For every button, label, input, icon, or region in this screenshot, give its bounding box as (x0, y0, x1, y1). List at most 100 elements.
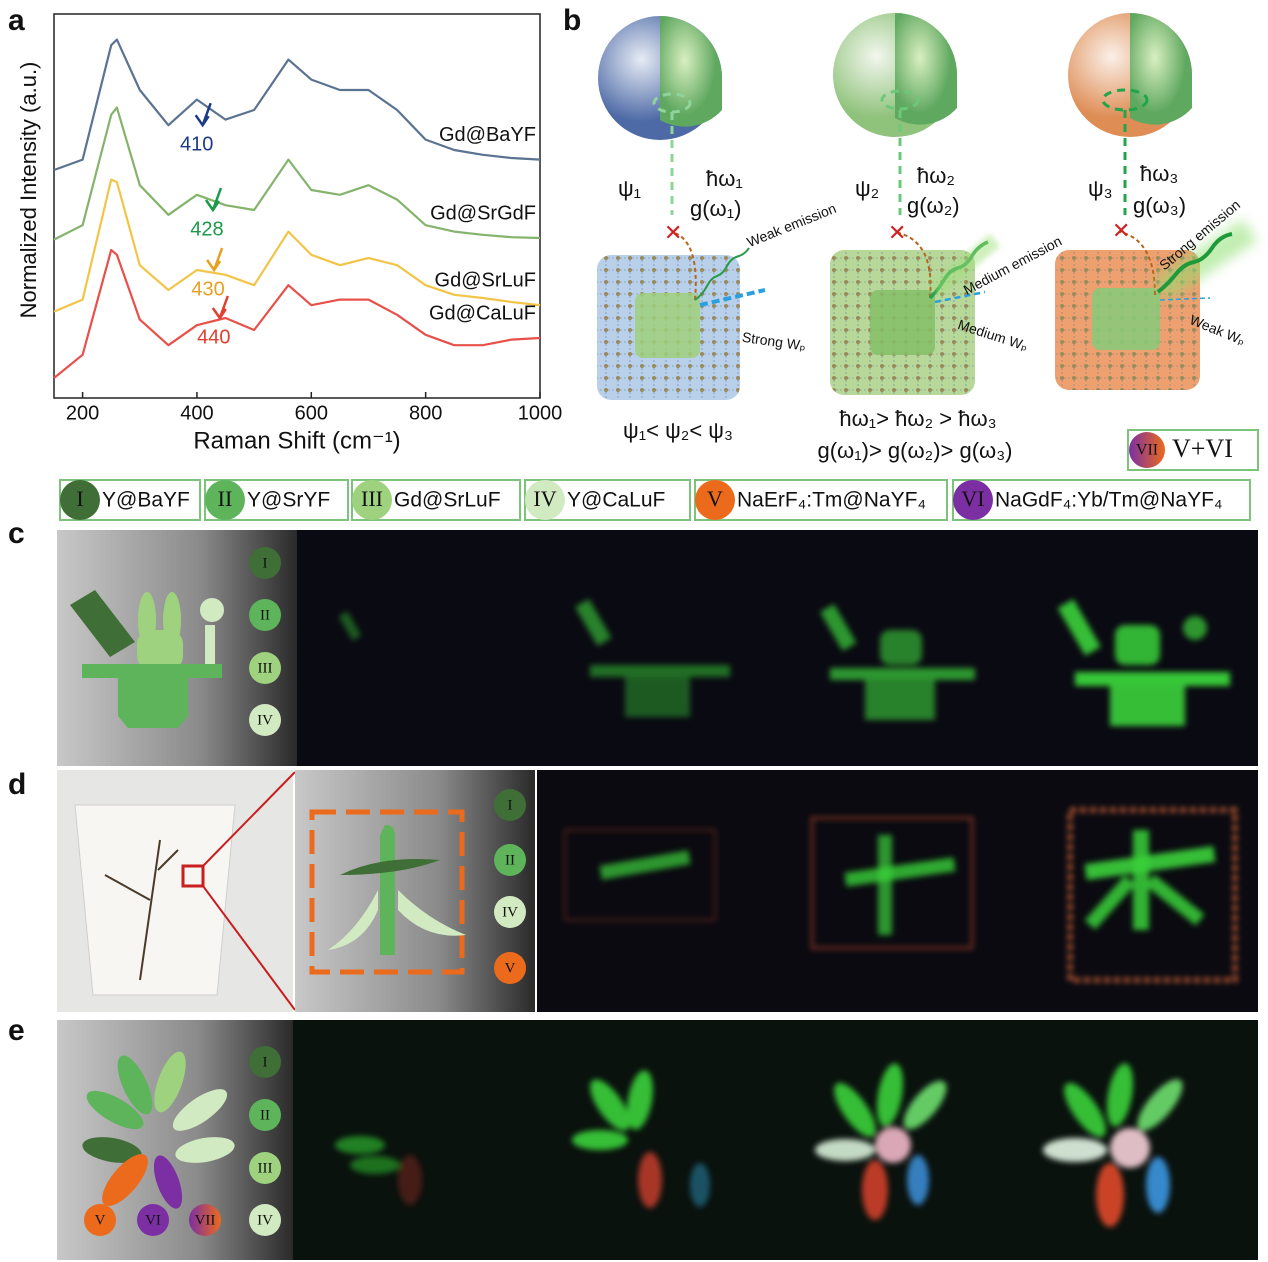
glow-shape (844, 857, 956, 887)
marker-label: I (263, 1054, 268, 1070)
marker (249, 1152, 281, 1184)
glow-shape (1115, 625, 1160, 665)
glow-shape (1183, 616, 1207, 640)
series-label: Gd@SrLuF (435, 269, 536, 291)
panel-labels: a b c d e (8, 4, 581, 1047)
photo-bg (293, 1020, 1258, 1260)
frame-drawing (309, 809, 465, 975)
marker-label: V (505, 960, 516, 976)
marker-label: IV (257, 712, 273, 728)
glow-shape (398, 1155, 422, 1205)
glow-shape (875, 1127, 911, 1163)
glow-shape (1110, 686, 1185, 726)
legend-label: Y@SrYF (247, 489, 330, 512)
flower-drawing (82, 1051, 235, 1209)
annotation-arrow (204, 187, 223, 213)
annotation-arrow (206, 247, 224, 273)
marker (249, 652, 281, 684)
marker (249, 1204, 281, 1236)
panel-c (57, 530, 1258, 766)
panel-label: e (8, 1014, 25, 1047)
wp-arrow (699, 288, 766, 307)
legend-box (952, 479, 1251, 521)
glow-shape (830, 668, 975, 680)
y-axis-label: Normalized Intensity (a.u.) (16, 62, 41, 319)
photo-bg (537, 770, 1258, 1012)
cup (74, 804, 236, 996)
core-region (1092, 288, 1160, 350)
annotation-arrow (211, 295, 229, 321)
marker-label: V (95, 1212, 106, 1228)
x-tick-label: 600 (295, 402, 328, 424)
glow-shape (638, 1152, 662, 1208)
legend-roman: IV (533, 486, 556, 511)
panel-d (57, 770, 1258, 1012)
badge-roman: VII (1136, 442, 1158, 459)
marker (84, 1204, 116, 1236)
marker-label: III (258, 1160, 273, 1176)
marker (249, 704, 281, 736)
series-line (53, 106, 541, 241)
glow-shape (810, 816, 974, 950)
energy: ħω₁ (706, 166, 743, 191)
zoom-box (181, 864, 205, 888)
relation: ψ₁< ψ₂< ψ₃ (623, 418, 733, 443)
emission-wave (1156, 232, 1233, 294)
transfer-path (1119, 231, 1156, 296)
series-line (53, 248, 541, 379)
legend-roman: VI (961, 486, 984, 511)
glow-shape (880, 630, 922, 665)
glow-shape (590, 665, 730, 677)
marker-label: I (508, 797, 513, 813)
marker-label: VI (145, 1212, 161, 1228)
badge-circle (1129, 432, 1165, 468)
glow-shape (903, 1080, 947, 1130)
legend-swatch (695, 480, 735, 520)
blocked-mark: ✕ (1112, 218, 1130, 243)
marker-label: I (263, 555, 268, 571)
marker (494, 789, 526, 821)
x-tick-label: 200 (66, 402, 99, 424)
series-line (53, 178, 541, 313)
marker (494, 896, 526, 928)
wp-arrow (1159, 297, 1211, 301)
x-tick-label: 1000 (518, 402, 563, 424)
legend-label: Gd@SrLuF (394, 489, 501, 512)
marker-label: IV (257, 1212, 273, 1228)
sphere (833, 13, 957, 137)
legend-swatch (60, 480, 100, 520)
psi: ψ₁ (618, 176, 641, 201)
glow-shape (1146, 1157, 1170, 1213)
marker-label: VII (195, 1212, 216, 1228)
emission-glow (929, 233, 1001, 297)
zoom-lines (202, 771, 296, 1011)
psi: ψ₃ (1088, 176, 1113, 201)
panel-label: a (8, 4, 25, 37)
marker-label: II (260, 1107, 270, 1123)
glow-shape (350, 1156, 400, 1174)
dos: g(ω₁) (690, 196, 742, 221)
legend-label: Y@CaLuF (567, 489, 665, 512)
x-axis-label: Raman Shift (cm⁻¹) (193, 427, 400, 454)
blocked-mark: ✕ (888, 220, 906, 245)
emission-label: Weak emission (745, 200, 839, 250)
annotation-label: 410 (180, 133, 213, 155)
panel-e (57, 1020, 1258, 1260)
legend-swatch (525, 480, 565, 520)
legend-roman: V (707, 486, 723, 511)
glow-shape (1110, 1128, 1150, 1168)
glow-shape (563, 828, 717, 922)
marker-label: II (260, 607, 270, 623)
glow-shape (627, 1070, 653, 1130)
psi: ψ₂ (855, 176, 879, 201)
series-label: Gd@SrGdF (430, 202, 536, 224)
glow-shape (1067, 807, 1238, 983)
marker-label: III (258, 660, 273, 676)
panel-label: c (8, 517, 25, 550)
glow-shape (878, 835, 892, 935)
dos: g(ω₃) (1133, 193, 1186, 218)
transfer-path (671, 231, 697, 301)
marker (494, 844, 526, 876)
glow-shape (625, 677, 690, 717)
legend-box (694, 479, 948, 521)
